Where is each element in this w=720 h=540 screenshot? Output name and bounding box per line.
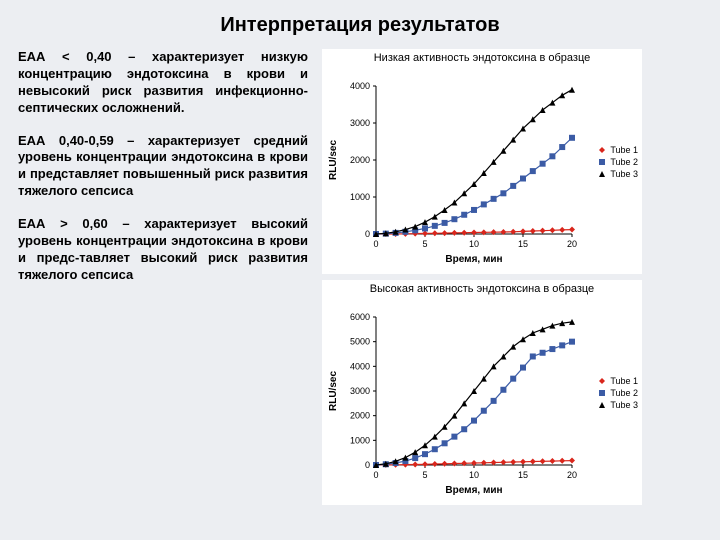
svg-text:15: 15 [518, 239, 528, 249]
paragraph-low: ЕАА < 0,40 – характеризует низкую концен… [18, 49, 308, 117]
svg-text:RLU/sec: RLU/sec [328, 371, 339, 411]
svg-text:2000: 2000 [350, 411, 370, 421]
svg-text:4000: 4000 [350, 81, 370, 91]
chart-title: Высокая активность эндотоксина в образце [322, 280, 642, 295]
svg-text:20: 20 [567, 470, 577, 480]
columns: ЕАА < 0,40 – характеризует низкую концен… [18, 49, 702, 505]
legend-label: Tube 2 [610, 388, 638, 398]
svg-text:RLU/sec: RLU/sec [328, 140, 339, 180]
paragraph-high: ЕАА > 0,60 – характеризует высокий урове… [18, 216, 308, 284]
chart-svg: 0 1000 2000 3000 4000 5000 6000 0 5 10 15 20 Время, … [322, 295, 642, 505]
paragraph-mid: ЕАА 0,40-0,59 – характеризует средний ур… [18, 133, 308, 201]
legend-label: Tube 3 [610, 169, 638, 179]
svg-text:0: 0 [365, 460, 370, 470]
svg-text:3000: 3000 [350, 386, 370, 396]
svg-text:20: 20 [567, 239, 577, 249]
legend-item: Tube 1 [597, 145, 638, 155]
charts-column: Низкая активность эндотоксина в образце0… [322, 49, 702, 505]
svg-text:1000: 1000 [350, 435, 370, 445]
svg-text:6000: 6000 [350, 312, 370, 322]
svg-text:15: 15 [518, 470, 528, 480]
chart-title: Низкая активность эндотоксина в образце [322, 49, 642, 64]
svg-text:3000: 3000 [350, 118, 370, 128]
svg-text:0: 0 [365, 229, 370, 239]
svg-text:10: 10 [469, 239, 479, 249]
page-title: Интерпретация результатов [18, 14, 702, 37]
svg-text:2000: 2000 [350, 155, 370, 165]
svg-text:0: 0 [373, 470, 378, 480]
text-column: ЕАА < 0,40 – характеризует низкую концен… [18, 49, 308, 505]
svg-text:Время, мин: Время, мин [445, 254, 502, 265]
svg-text:Время, мин: Время, мин [445, 485, 502, 496]
svg-text:5: 5 [422, 239, 427, 249]
svg-text:0: 0 [373, 239, 378, 249]
legend-item: Tube 3 [597, 169, 638, 179]
legend-label: Tube 1 [610, 376, 638, 386]
svg-text:1000: 1000 [350, 192, 370, 202]
svg-text:4000: 4000 [350, 361, 370, 371]
chart-legend: Tube 1 Tube 2 Tube 3 [597, 143, 638, 181]
legend-item: Tube 1 [597, 376, 638, 386]
svg-text:5000: 5000 [350, 337, 370, 347]
legend-label: Tube 3 [610, 400, 638, 410]
legend-item: Tube 3 [597, 400, 638, 410]
svg-text:10: 10 [469, 470, 479, 480]
chart-svg: 0 1000 2000 3000 4000 0 5 10 15 20 Время, мин RLU/s… [322, 64, 642, 274]
legend-label: Tube 2 [610, 157, 638, 167]
legend-item: Tube 2 [597, 157, 638, 167]
chart-high-activity: Высокая активность эндотоксина в образце… [322, 280, 642, 505]
svg-text:5: 5 [422, 470, 427, 480]
legend-item: Tube 2 [597, 388, 638, 398]
chart-legend: Tube 1 Tube 2 Tube 3 [597, 374, 638, 412]
legend-label: Tube 1 [610, 145, 638, 155]
slide: Интерпретация результатов ЕАА < 0,40 – х… [0, 0, 720, 540]
chart-low-activity: Низкая активность эндотоксина в образце0… [322, 49, 642, 274]
